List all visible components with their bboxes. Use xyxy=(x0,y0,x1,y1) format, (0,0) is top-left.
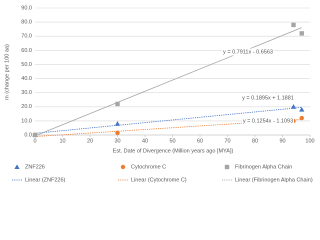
y-tick-label: 90.0 xyxy=(21,5,32,11)
equation-box xyxy=(242,94,294,102)
x-tick-label: 20 xyxy=(87,138,93,144)
legend-label: ZNF226 xyxy=(25,164,45,170)
trendline-equation: y = 0.7911x - 0.6563 xyxy=(223,49,273,55)
trendline xyxy=(34,106,302,134)
legend-label: Linear (Cytochrome C) xyxy=(131,177,187,183)
circle-marker xyxy=(115,130,120,136)
square-marker xyxy=(115,101,120,107)
y-tick-label: 50.0 xyxy=(21,62,32,68)
trendline xyxy=(34,27,302,137)
y-tick-label: 20.0 xyxy=(21,104,32,110)
triangle-marker xyxy=(114,121,121,126)
trendline-equation: y = 0.1895x + 1.1881 xyxy=(242,95,294,101)
legend-label: Linear (ZNF226) xyxy=(25,177,66,183)
x-tick-label: 100 xyxy=(305,138,314,144)
triangle-marker xyxy=(14,164,20,169)
x-tick-label: 0 xyxy=(33,138,36,144)
y-tick-label: 0.0 xyxy=(24,132,32,138)
chart: Est. Date of Divergence (Million years a… xyxy=(0,0,318,188)
y-tick-label: 30.0 xyxy=(21,90,32,96)
equation-box xyxy=(222,48,274,56)
y-axis-title: m (change per 100 aa) xyxy=(4,44,10,100)
y-tick-label: 70.0 xyxy=(21,34,32,40)
triangle-marker xyxy=(299,107,305,112)
x-tick-label: 10 xyxy=(59,138,65,144)
y-tick-label: 10.0 xyxy=(21,118,32,124)
background xyxy=(0,0,318,188)
x-tick-label: 70 xyxy=(224,138,230,144)
legend-label: Linear (Fibrinogen Alpha Chain) xyxy=(235,177,313,183)
x-tick-label: 60 xyxy=(197,138,203,144)
square-marker xyxy=(224,164,230,170)
x-axis-title: Est. Date of Divergence (Million years a… xyxy=(113,148,234,154)
y-tick-label: 60.0 xyxy=(21,48,32,54)
trendline-equation: y = 0.1254x - 1.1093 xyxy=(243,118,293,124)
x-tick-label: 40 xyxy=(142,138,148,144)
x-tick-label: 90 xyxy=(279,138,285,144)
equation-box xyxy=(242,117,294,125)
legend-label: Cytochrome C xyxy=(131,164,166,170)
y-tick-label: 40.0 xyxy=(21,76,32,82)
x-tick-label: 80 xyxy=(252,138,258,144)
square-marker xyxy=(32,132,38,138)
y-tick-label: 80.0 xyxy=(21,20,32,26)
x-tick-label: 50 xyxy=(169,138,175,144)
circle-marker xyxy=(120,164,126,170)
square-marker xyxy=(291,22,296,28)
circle-marker xyxy=(299,115,304,121)
triangle-marker xyxy=(290,104,297,109)
legend-label: Fibrinogen Alpha Chain xyxy=(235,164,292,170)
x-tick-label: 30 xyxy=(114,138,120,144)
square-marker xyxy=(299,31,304,36)
